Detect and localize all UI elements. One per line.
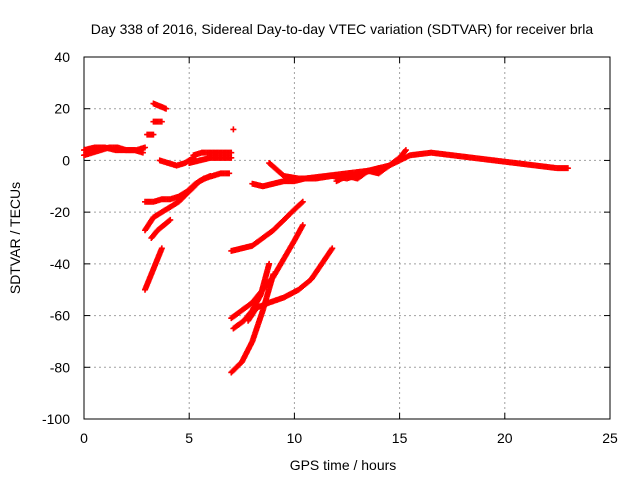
trail-marker (205, 173, 212, 180)
trail-marker (158, 246, 165, 253)
trail-marker (96, 147, 103, 154)
trail-marker (184, 190, 191, 197)
series-track-i (230, 126, 237, 133)
trail-marker (289, 208, 296, 215)
trail-marker (278, 171, 285, 178)
y-tick-label: -20 (50, 204, 70, 220)
y-axis-label: SDTVAR / TECUs (7, 182, 23, 294)
x-tick-label: 15 (392, 430, 408, 446)
series-track-u (301, 149, 571, 182)
plot-frame (83, 56, 611, 420)
trail-marker (166, 217, 173, 224)
trail-marker (317, 263, 324, 270)
series-track-h (186, 154, 235, 167)
series-track-q (230, 260, 273, 332)
chart-title: Day 338 of 2016, Sidereal Day-to-day VTE… (91, 21, 594, 37)
trail-marker (401, 149, 408, 156)
trail-marker (298, 199, 305, 206)
trail-marker (152, 229, 159, 236)
data-point (230, 126, 237, 133)
data-points (81, 100, 571, 376)
trail-marker (88, 150, 95, 157)
y-tick-label: -40 (50, 256, 70, 272)
trail-marker (157, 118, 164, 125)
trail-marker (259, 308, 266, 315)
y-tick-label: -80 (50, 359, 70, 375)
trail-marker (224, 170, 231, 177)
trail-marker (299, 223, 306, 230)
series-track-e (150, 118, 165, 125)
y-tick-label: -100 (42, 411, 70, 427)
series-track-k (142, 172, 214, 234)
series-track-d (150, 100, 170, 112)
trail-marker (246, 301, 253, 308)
x-tick-label: 5 (185, 430, 193, 446)
trail-marker (165, 218, 172, 225)
series-track-b (81, 144, 146, 159)
trail-marker (163, 159, 170, 166)
series-track-l (148, 216, 174, 241)
trail-marker (238, 319, 245, 326)
trail-marker (394, 156, 401, 163)
trail-marker (236, 309, 243, 316)
x-tick-label: 25 (602, 430, 618, 446)
series-track-g (190, 149, 235, 159)
axis-ticks: 0 5 10 15 20 25 -100 -80 -60 -40 -20 0 20 40 (42, 49, 618, 446)
x-tick-label: 0 (80, 430, 88, 446)
trail-marker (268, 228, 275, 235)
y-tick-label: 20 (54, 101, 70, 117)
trail-marker (138, 149, 145, 156)
trail-marker (297, 200, 304, 207)
trail-marker (402, 148, 409, 155)
trail-marker (149, 131, 156, 138)
trail-marker (265, 262, 272, 269)
trail-marker (161, 105, 168, 112)
trail-marker (226, 154, 233, 161)
trail-marker (158, 223, 165, 230)
series-track-c (144, 131, 157, 138)
trail-marker (563, 165, 570, 172)
series-track-m (142, 245, 165, 293)
y-tick-label: -60 (50, 308, 70, 324)
trail-marker (226, 149, 233, 156)
series-track-n (228, 198, 306, 254)
trail-marker (328, 246, 335, 253)
y-tick-label: 40 (54, 49, 70, 65)
x-axis-label: GPS time / hours (290, 457, 397, 473)
trail-marker (305, 278, 312, 285)
trail-marker (257, 236, 264, 243)
trail-marker (327, 247, 334, 254)
y-tick-label: 0 (62, 152, 70, 168)
trail-marker (362, 169, 369, 176)
x-tick-label: 10 (287, 430, 303, 446)
trail-marker (383, 164, 390, 171)
trail-marker (269, 272, 276, 279)
trail-marker (278, 218, 285, 225)
x-tick-label: 20 (497, 430, 513, 446)
series-track-v (333, 147, 409, 185)
series-track-r (245, 245, 336, 324)
grid-lines (84, 57, 610, 419)
trail-marker (236, 361, 243, 368)
trail-marker (194, 180, 201, 187)
